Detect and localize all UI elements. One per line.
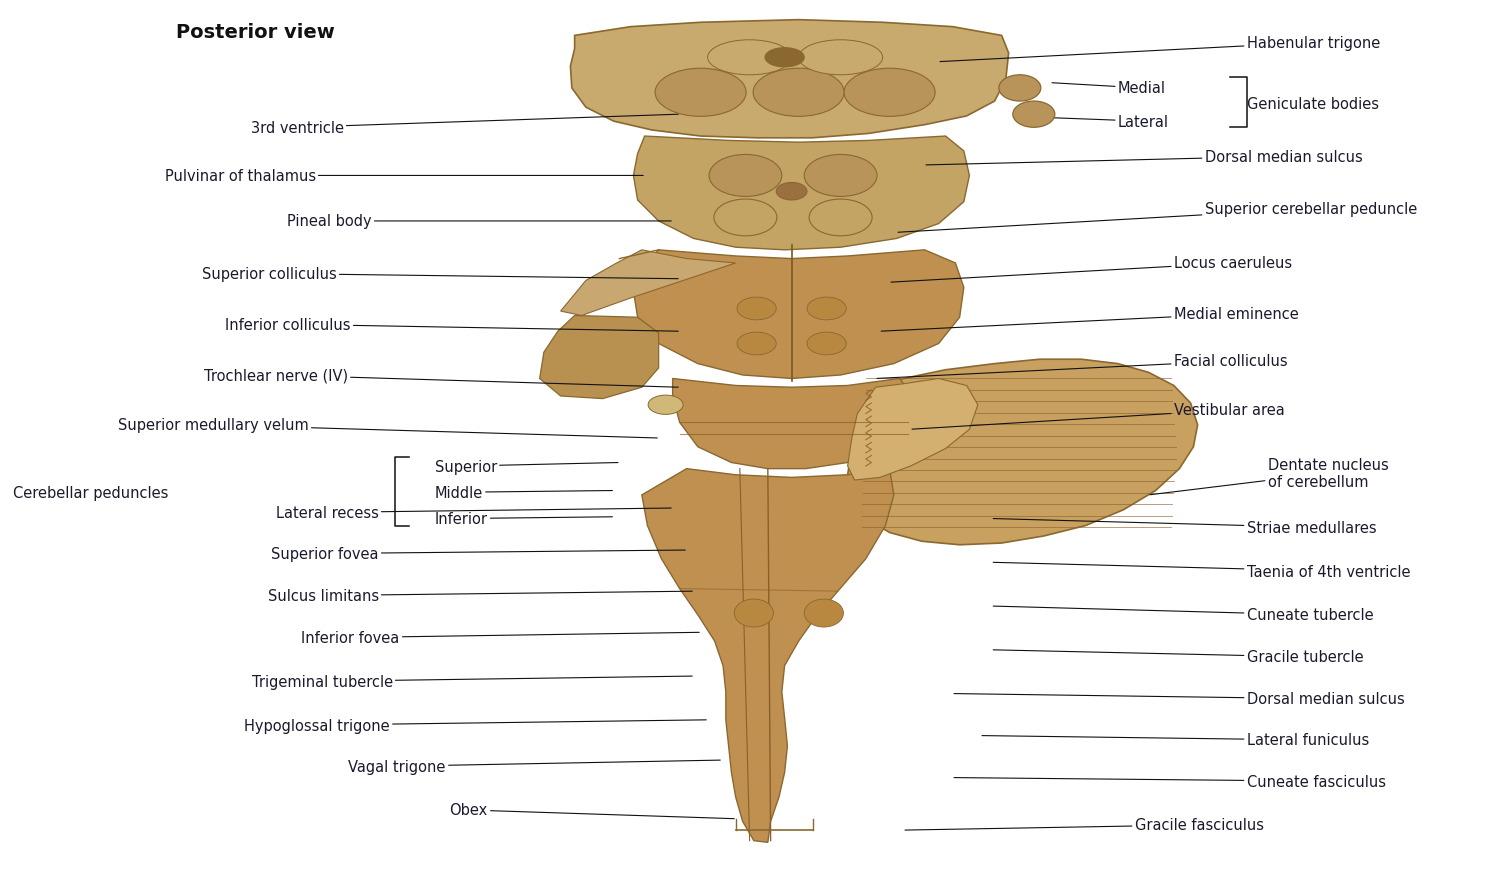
Text: Vestibular area: Vestibular area [912, 403, 1284, 430]
Ellipse shape [736, 298, 776, 320]
Text: Superior: Superior [435, 459, 618, 474]
Text: Lateral recess: Lateral recess [276, 505, 670, 520]
Ellipse shape [714, 200, 777, 237]
Text: Trochlear nerve (IV): Trochlear nerve (IV) [204, 368, 678, 388]
Text: Pineal body: Pineal body [286, 214, 670, 229]
Ellipse shape [804, 155, 877, 197]
Text: Medial eminence: Medial eminence [880, 307, 1299, 332]
Polygon shape [847, 379, 978, 481]
Text: Dorsal median sulcus: Dorsal median sulcus [926, 149, 1362, 166]
Text: Gracile tubercle: Gracile tubercle [993, 650, 1364, 665]
Ellipse shape [753, 69, 844, 118]
Text: Geniculate bodies: Geniculate bodies [1246, 97, 1378, 112]
Polygon shape [561, 251, 735, 316]
Polygon shape [642, 469, 894, 843]
Ellipse shape [736, 332, 776, 355]
Text: Locus caeruleus: Locus caeruleus [891, 256, 1292, 282]
Text: Middle: Middle [435, 485, 612, 500]
Ellipse shape [798, 40, 882, 75]
Ellipse shape [708, 40, 792, 75]
Text: Superior medullary velum: Superior medullary velum [118, 418, 657, 438]
Polygon shape [540, 316, 658, 399]
Text: Dentate nucleus
of cerebellum: Dentate nucleus of cerebellum [1150, 457, 1389, 496]
Ellipse shape [807, 332, 846, 355]
Text: Facial colliculus: Facial colliculus [878, 354, 1287, 379]
Text: Sulcus limitans: Sulcus limitans [267, 588, 692, 603]
Text: Superior fovea: Superior fovea [272, 546, 686, 561]
Text: Gracile fasciculus: Gracile fasciculus [904, 817, 1263, 832]
Text: 3rd ventricle: 3rd ventricle [251, 115, 678, 136]
Text: Pulvinar of thalamus: Pulvinar of thalamus [165, 168, 644, 183]
Text: Superior cerebellar peduncle: Superior cerebellar peduncle [898, 202, 1418, 233]
Polygon shape [672, 379, 914, 469]
Ellipse shape [808, 200, 871, 237]
Text: Hypoglossal trigone: Hypoglossal trigone [244, 717, 706, 733]
Ellipse shape [648, 396, 682, 415]
Ellipse shape [656, 69, 746, 118]
Text: Superior colliculus: Superior colliculus [202, 267, 678, 282]
Polygon shape [570, 21, 1008, 139]
Text: Lateral: Lateral [1052, 115, 1168, 130]
Text: Cuneate tubercle: Cuneate tubercle [993, 606, 1372, 623]
Ellipse shape [999, 75, 1041, 102]
Text: Dorsal median sulcus: Dorsal median sulcus [954, 692, 1404, 707]
Ellipse shape [804, 599, 843, 627]
Polygon shape [633, 251, 964, 379]
Text: Cerebellar peduncles: Cerebellar peduncles [13, 485, 168, 500]
Ellipse shape [710, 155, 782, 197]
Text: Obex: Obex [450, 802, 734, 819]
Polygon shape [847, 360, 1197, 545]
Ellipse shape [844, 69, 934, 118]
Ellipse shape [734, 599, 774, 627]
Ellipse shape [807, 298, 846, 320]
Text: Inferior colliculus: Inferior colliculus [225, 317, 678, 332]
Text: Habenular trigone: Habenular trigone [940, 36, 1380, 62]
Text: Striae medullares: Striae medullares [993, 519, 1376, 535]
Ellipse shape [776, 183, 807, 201]
Text: Taenia of 4th ventricle: Taenia of 4th ventricle [993, 563, 1410, 579]
Ellipse shape [1013, 102, 1054, 128]
Text: Inferior fovea: Inferior fovea [302, 631, 699, 645]
Text: Lateral funiculus: Lateral funiculus [982, 732, 1370, 747]
Text: Medial: Medial [1052, 82, 1166, 96]
Text: Posterior view: Posterior view [176, 24, 334, 42]
Text: Inferior: Inferior [435, 511, 612, 526]
Polygon shape [633, 137, 969, 251]
Text: Vagal trigone: Vagal trigone [348, 759, 720, 774]
Text: Cuneate fasciculus: Cuneate fasciculus [954, 774, 1386, 788]
Text: Trigeminal tubercle: Trigeminal tubercle [252, 674, 692, 689]
Ellipse shape [765, 48, 804, 68]
